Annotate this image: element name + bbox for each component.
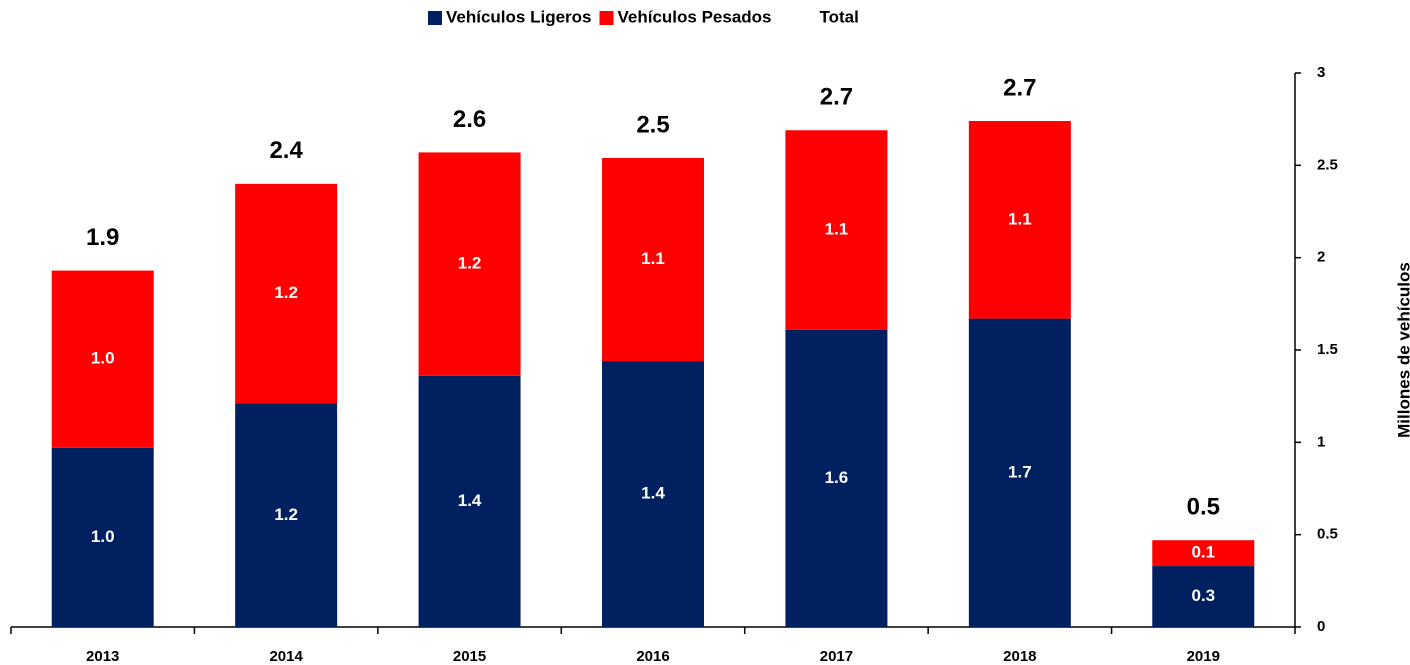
total-label: 2.6 [453,106,486,133]
bar-segment [418,375,521,627]
x-tick-label: 2016 [636,648,669,665]
bar-segment [785,130,888,330]
total-label: 2.7 [820,84,853,111]
y-axis-label: Millones de vehículos [1394,262,1410,438]
x-tick-label: 2019 [1187,648,1220,665]
legend-swatch [428,11,442,25]
data-label: 1.4 [458,491,482,510]
data-label: 1.1 [825,219,849,238]
x-tick-label: 2014 [269,648,303,665]
bar-segment [602,157,704,362]
data-label: 1.2 [274,283,298,302]
x-tick-label: 2018 [1003,648,1036,665]
legend-label: Vehículos Pesados [618,7,772,26]
legend-swatch [599,11,614,25]
bar-segment [51,447,154,627]
legend-label: Vehículos Ligeros [446,7,592,26]
y-tick-label: 3 [1317,64,1325,81]
data-label: 1.1 [641,249,665,268]
total-label: 2.7 [1003,74,1036,101]
y-tick-label: 0 [1317,618,1325,635]
x-tick-label: 2013 [86,648,119,665]
data-label: 1.1 [1008,209,1032,228]
y-tick-label: 2.5 [1317,156,1338,173]
y-tick-label: 2 [1317,249,1325,266]
bar-segment [418,152,521,376]
total-label: 2.4 [269,137,303,164]
y-tick-label: 0.5 [1317,526,1338,543]
bar-segment [785,329,888,627]
total-label: 2.5 [636,111,669,138]
data-label: 1.0 [91,349,115,368]
bar-segment [602,361,704,627]
x-tick-label: 2015 [453,648,486,665]
bar-segment [968,318,1071,627]
total-label: 0.5 [1187,494,1220,521]
y-tick-label: 1.5 [1317,341,1338,358]
data-label: 0.1 [1191,543,1215,562]
total-label: 1.9 [86,224,119,251]
data-label: 1.0 [91,527,115,546]
data-label: 0.3 [1191,586,1215,605]
bar-segment [51,270,154,448]
bar-segment [235,183,338,404]
bar-segment [1152,540,1255,567]
x-tick-label: 2017 [820,648,853,665]
data-label: 1.6 [825,468,849,487]
legend-label: Total [820,7,859,26]
data-label: 1.7 [1008,462,1032,481]
bar-segment [1152,566,1255,627]
bar-segment [235,403,338,627]
data-label: 1.2 [458,254,482,273]
data-label: 1.4 [641,484,665,503]
bar-segment [968,121,1071,319]
data-label: 1.2 [274,505,298,524]
y-tick-label: 1 [1317,433,1325,450]
